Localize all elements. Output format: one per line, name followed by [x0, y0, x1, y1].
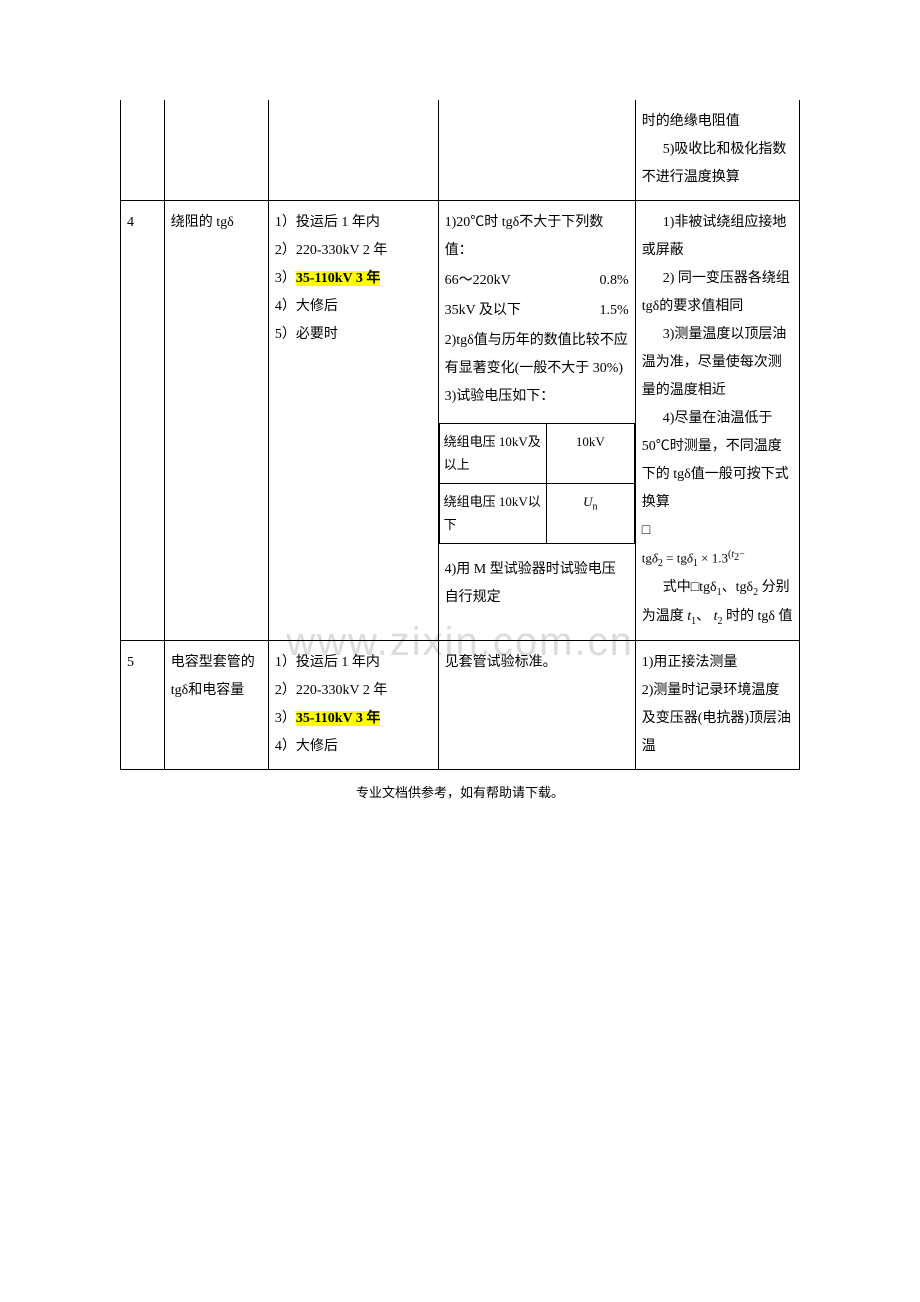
- cell-item: [164, 100, 268, 201]
- req-label: 66～220kV: [445, 267, 579, 295]
- cell-note: 1)非被试绕组应接地或屏蔽 2) 同一变压器各绕组 tgδ的要求值相同 3)测量…: [635, 201, 799, 641]
- period-prefix: 3）: [275, 711, 296, 726]
- note-placeholder: □: [642, 517, 793, 545]
- period-line: 4）大修后: [275, 733, 432, 761]
- cell-requirement: 1)20℃时 tgδ不大于下列数值： 66～220kV 0.8% 35kV 及以…: [438, 201, 635, 641]
- table-row: 4 绕阻的 tgδ 1）投运后 1 年内 2）220-330kV 2 年 3）3…: [121, 201, 800, 641]
- req-block: 1)20℃时 tgδ不大于下列数值： 66～220kV 0.8% 35kV 及以…: [439, 201, 635, 419]
- inner-row: 绕组电压 10kV及以上 10kV: [439, 424, 634, 484]
- note-text: 4)尽量在油温低于 50℃时测量，不同温度下的 tgδ值一般可按下式换算: [642, 405, 793, 517]
- inner-cell: 绕组电压 10kV以下: [439, 483, 546, 543]
- note-text: 1)非被试绕组应接地或屏蔽: [642, 209, 793, 265]
- note-text: 3)测量温度以顶层油温为准，尽量使每次测量的温度相近: [642, 321, 793, 405]
- req-label: 35kV 及以下: [445, 297, 579, 325]
- cell-item: 绕阻的 tgδ: [164, 201, 268, 641]
- note-text: 1)用正接法测量: [642, 649, 793, 677]
- period-prefix: 3）: [275, 271, 296, 286]
- req-value: 0.8%: [579, 267, 629, 295]
- period-line: 1）投运后 1 年内: [275, 209, 432, 237]
- cell-item: 电容型套管的 tgδ和电容量: [164, 640, 268, 769]
- note-text: 2)测量时记录环境温度及变压器(电抗器)顶层油温: [642, 677, 793, 761]
- note-text: 5)吸收比和极化指数不进行温度换算: [642, 136, 793, 192]
- req-text: 4)用 M 型试验器时试验电压自行规定: [439, 548, 635, 620]
- page-container: 时的绝缘电阻值 5)吸收比和极化指数不进行温度换算 4 绕阻的 tgδ 1）投运…: [0, 0, 920, 841]
- note-text: 式中□tgδ1、tgδ2 分别为温度 t1、 t2 时的 tgδ 值: [642, 574, 793, 632]
- formula-text: tgδ2 = tgδ1 × 1.3(t2−: [642, 545, 793, 574]
- cell-note: 时的绝缘电阻值 5)吸收比和极化指数不进行温度换算: [635, 100, 799, 201]
- highlight-text: 35-110kV 3 年: [296, 271, 381, 286]
- main-table: 时的绝缘电阻值 5)吸收比和极化指数不进行温度换算 4 绕阻的 tgδ 1）投运…: [120, 100, 800, 770]
- req-text: 1)20℃时 tgδ不大于下列数值：: [445, 209, 629, 265]
- period-line: 1）投运后 1 年内: [275, 649, 432, 677]
- cell-num: 4: [121, 201, 165, 641]
- table-row: 5 电容型套管的 tgδ和电容量 1）投运后 1 年内 2）220-330kV …: [121, 640, 800, 769]
- cell-requirement: [438, 100, 635, 201]
- inner-cell: 10kV: [546, 424, 634, 484]
- period-line: 3）35-110kV 3 年: [275, 265, 432, 293]
- req-text: 2)tgδ值与历年的数值比较不应有显著变化(一般不大于 30%): [445, 327, 629, 383]
- cell-note: 1)用正接法测量 2)测量时记录环境温度及变压器(电抗器)顶层油温: [635, 640, 799, 769]
- req-line: 66～220kV 0.8%: [445, 267, 629, 295]
- cell-period: 1）投运后 1 年内 2）220-330kV 2 年 3）35-110kV 3 …: [268, 201, 438, 641]
- table-row: 时的绝缘电阻值 5)吸收比和极化指数不进行温度换算: [121, 100, 800, 201]
- cell-requirement: 见套管试验标准。: [438, 640, 635, 769]
- cell-num: 5: [121, 640, 165, 769]
- req-text: 3)试验电压如下：: [445, 383, 629, 411]
- period-line: 3）35-110kV 3 年: [275, 705, 432, 733]
- inner-voltage-table: 绕组电压 10kV及以上 10kV 绕组电压 10kV以下 Un: [439, 423, 635, 544]
- period-line: 4）大修后: [275, 293, 432, 321]
- inner-row: 绕组电压 10kV以下 Un: [439, 483, 634, 543]
- req-value: 1.5%: [579, 297, 629, 325]
- cell-period: [268, 100, 438, 201]
- req-line: 35kV 及以下 1.5%: [445, 297, 629, 325]
- period-line: 5）必要时: [275, 321, 432, 349]
- period-line: 2）220-330kV 2 年: [275, 237, 432, 265]
- note-text: 时的绝缘电阻值: [642, 114, 740, 129]
- inner-cell: 绕组电压 10kV及以上: [439, 424, 546, 484]
- cell-period: 1）投运后 1 年内 2）220-330kV 2 年 3）35-110kV 3 …: [268, 640, 438, 769]
- cell-num: [121, 100, 165, 201]
- highlight-text: 35-110kV 3 年: [296, 711, 381, 726]
- inner-cell: Un: [546, 483, 634, 543]
- note-text: 2) 同一变压器各绕组 tgδ的要求值相同: [642, 265, 793, 321]
- page-footer: 专业文档供参考，如有帮助请下载。: [120, 782, 800, 801]
- period-line: 2）220-330kV 2 年: [275, 677, 432, 705]
